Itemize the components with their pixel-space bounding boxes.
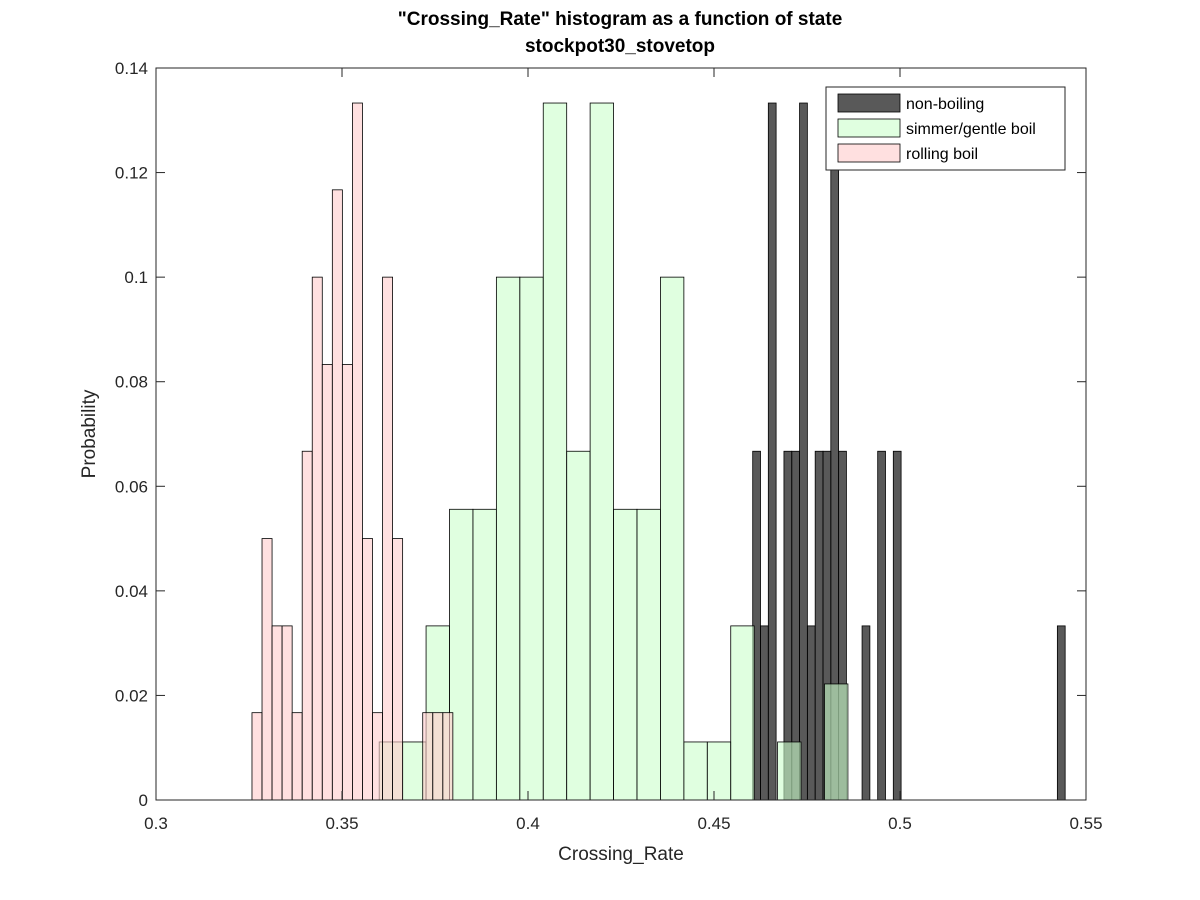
bars-layer: [251, 102, 1066, 801]
histogram-bar: [519, 276, 544, 801]
histogram-bar: [472, 508, 497, 801]
x-axis-label: Crossing_Rate: [558, 844, 684, 865]
legend-label: simmer/gentle boil: [906, 121, 1036, 138]
legend-swatch: [837, 93, 901, 113]
y-tick-label: 0.06: [115, 477, 148, 496]
x-tick-label: 0.4: [516, 814, 540, 833]
x-tick-label: 0.45: [697, 814, 730, 833]
histogram-bar: [372, 712, 383, 801]
histogram-bar: [730, 625, 755, 801]
histogram-bar: [1056, 625, 1066, 801]
y-tick-label: 0.08: [115, 373, 148, 392]
histogram-bar: [422, 712, 434, 801]
histogram-bar: [877, 450, 886, 801]
chart-subtitle: stockpot30_stovetop: [525, 36, 715, 57]
legend: non-boiling simmer/gentle boil rolling boi…: [825, 86, 1066, 171]
histogram-bar: [362, 538, 373, 801]
series-2: [378, 102, 849, 801]
histogram-bar: [341, 364, 353, 801]
histogram-bar: [321, 364, 333, 801]
y-tick-label: 0.04: [115, 582, 148, 601]
histogram-bar: [261, 538, 273, 801]
histogram-bar: [767, 102, 777, 801]
histogram-bar: [861, 625, 871, 801]
histogram-bar: [392, 538, 404, 801]
x-tick-label: 0.5: [888, 814, 912, 833]
histogram-bar: [495, 276, 521, 801]
histogram-bar: [613, 508, 638, 801]
legend-label: rolling boil: [906, 146, 978, 163]
histogram-bar: [442, 712, 454, 801]
histogram-bar: [760, 625, 769, 801]
histogram-bar: [291, 712, 303, 801]
y-axis-label: Probability: [79, 389, 100, 478]
histogram-bar: [660, 276, 685, 801]
histogram-bar: [331, 189, 343, 801]
histogram-bar: [566, 450, 591, 801]
y-tick-label: 0.02: [115, 686, 148, 705]
histogram-bar: [636, 508, 661, 801]
x-tick-label: 0.3: [144, 814, 168, 833]
histogram-bar: [589, 102, 614, 801]
histogram-bar: [281, 625, 293, 801]
histogram-bar: [683, 741, 708, 801]
y-tick-label: 0: [139, 791, 148, 810]
histogram-bar: [271, 625, 283, 801]
histogram-bar: [814, 450, 824, 801]
histogram-bar: [251, 712, 263, 801]
histogram-bar: [432, 712, 444, 801]
histogram-bar: [542, 102, 568, 801]
histogram-bar: [706, 741, 732, 801]
legend-label: non-boiling: [906, 96, 984, 113]
histogram-bar: [301, 450, 313, 801]
histogram-bar: [799, 102, 808, 801]
histogram-bar: [352, 102, 363, 801]
legend-swatch: [837, 143, 901, 163]
chart-title: "Crossing_Rate" histogram as a function …: [398, 9, 843, 30]
y-tick-label: 0.1: [124, 268, 148, 287]
histogram-bar: [892, 450, 902, 801]
histogram-bar: [382, 276, 393, 801]
y-tick-label: 0.14: [115, 59, 148, 78]
histogram-bar: [824, 683, 849, 801]
histogram-bar: [311, 276, 323, 801]
x-tick-label: 0.35: [325, 814, 358, 833]
ticks-layer: 0.3 0.35 0.4 0.45 0.5 0.55 0 0.02 0.04 0.06 0.08 0.…: [115, 59, 1103, 833]
x-tick-label: 0.55: [1069, 814, 1102, 833]
legend-swatch: [837, 118, 901, 138]
histogram-bar: [806, 625, 816, 801]
y-tick-label: 0.12: [115, 164, 148, 183]
axes-box: [155, 67, 1087, 801]
histogram-bar: [777, 741, 802, 801]
legend-entries: non-boiling simmer/gentle boil rolling boi…: [837, 93, 1036, 163]
